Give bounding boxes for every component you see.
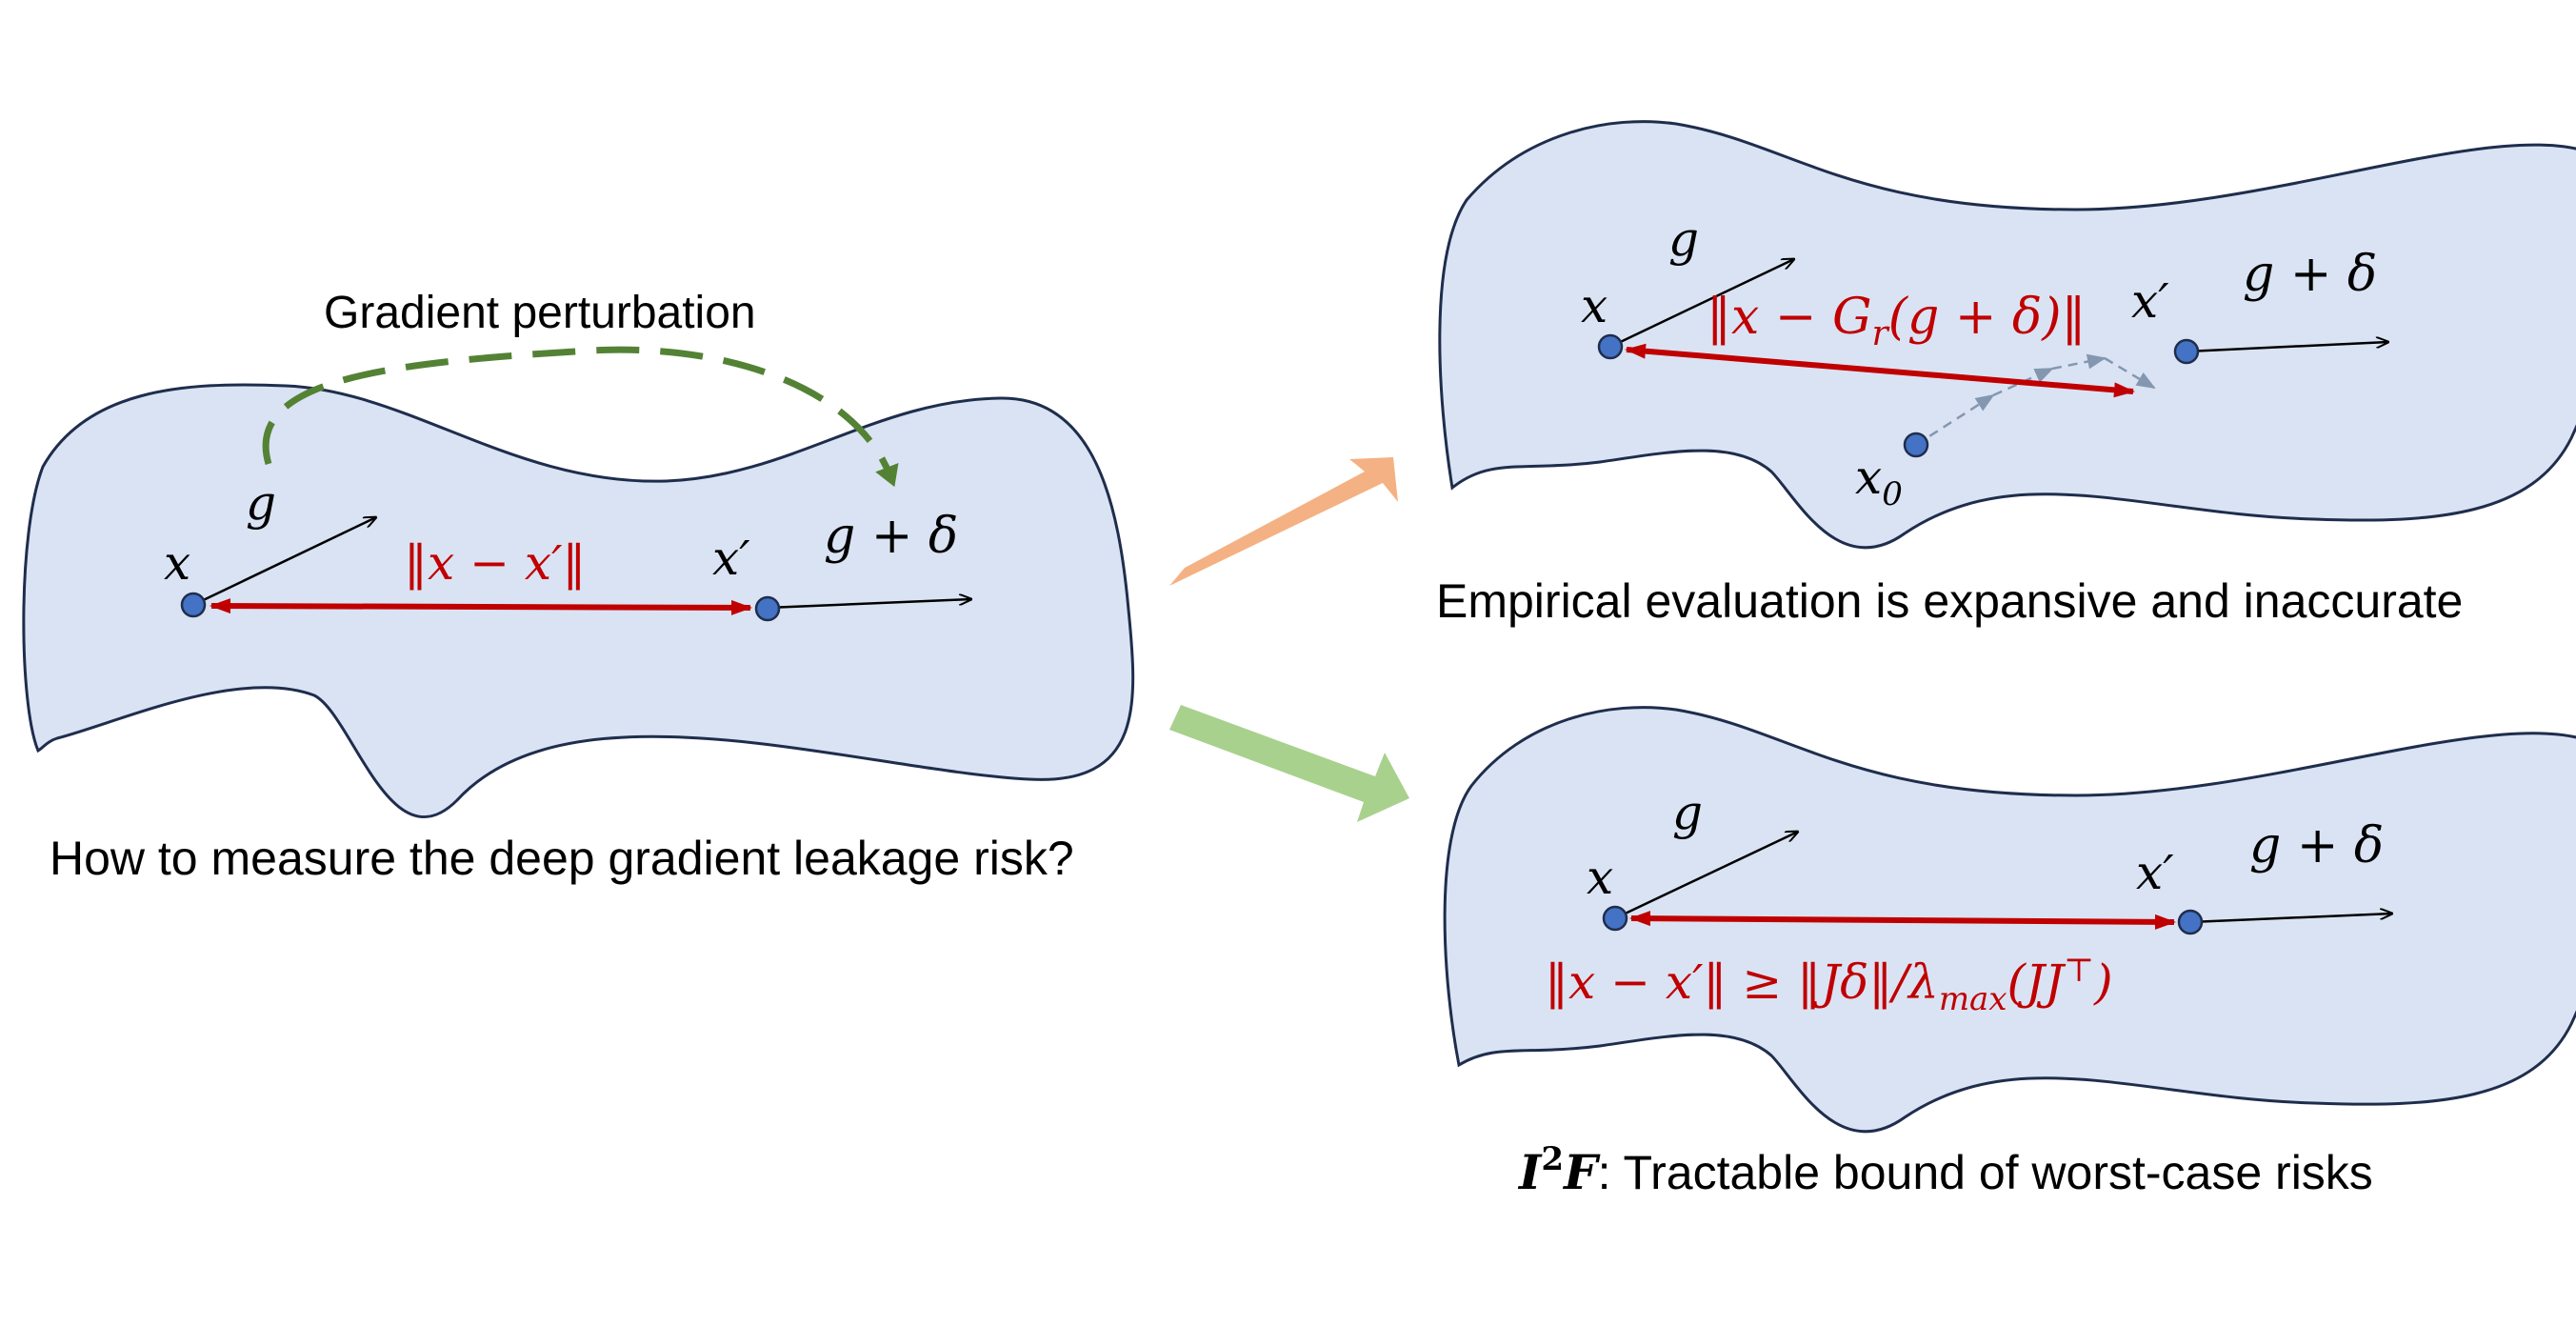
top-caption: Empirical evaluation is expansive and in… [1436, 574, 2463, 628]
bottom-g-delta-arrow [2189, 914, 2392, 924]
left-xprime-label: x′ [712, 531, 750, 586]
left-point-x [180, 592, 207, 618]
x0-subscript: 0 [1882, 475, 1903, 513]
top-point-x0 [1903, 432, 1929, 458]
orange-transition-arrow [1169, 457, 1398, 586]
top-distance-arrow [1625, 343, 2135, 398]
left-distance-label: ‖x − x′‖ [404, 535, 586, 591]
bound-subscript: max [1939, 980, 2007, 1018]
x0-base: x [1855, 450, 1882, 505]
left-distance-arrow [210, 598, 752, 615]
method-name: I [1517, 1144, 1543, 1200]
bound-end: (JJ [2007, 954, 2067, 1010]
method-superscript: 2 [1541, 1140, 1564, 1178]
top-point-xprime [2173, 338, 2200, 365]
bound-lhs: ‖x − x′‖ ≥ [1545, 954, 1797, 1010]
distance-subscript: r [1872, 314, 1890, 353]
top-right-data-manifold [1438, 120, 2576, 550]
bottom-point-x [1602, 905, 1628, 932]
bound-close: ) [2093, 954, 2113, 1010]
left-point-xprime [754, 595, 781, 622]
bottom-g-arrow [1614, 832, 1798, 920]
left-caption: How to measure the deep gradient leakage… [50, 832, 1074, 885]
bottom-point-xprime [2177, 909, 2204, 935]
top-x-label: x [1581, 278, 1608, 333]
bound-superscript: ⊤ [2064, 952, 2094, 990]
left-panel: Gradient perturbation x g x′ g + δ ‖x − … [22, 288, 1135, 885]
top-right-panel: x g x′ g + δ x0 ‖x − Gr(g + δ)‖ Empirica… [1436, 120, 2576, 628]
bottom-g-delta-label: g + δ [2249, 817, 2384, 874]
left-g-label: g [246, 475, 276, 531]
top-g-delta-label: g + δ [2243, 246, 2377, 303]
top-x0-label: x0 [1855, 450, 1903, 513]
bound-rhs: ‖Jδ‖/λ [1797, 954, 1939, 1010]
green-transition-arrow [1169, 705, 1409, 822]
bottom-xprime-label: x′ [2136, 845, 2174, 900]
distance-part-1: ‖x − G [1707, 289, 1872, 346]
left-g-delta-label: g + δ [824, 508, 958, 565]
gradient-perturbation-label: Gradient perturbation [324, 288, 756, 338]
top-point-x [1597, 333, 1624, 360]
bottom-bound-label: ‖x − x′‖ ≥ ‖Jδ‖/λmax(JJ⊤) [1545, 952, 2113, 1018]
bottom-right-panel: x g x′ g + δ ‖x − x′‖ ≥ ‖Jδ‖/λmax(JJ⊤) I… [1443, 706, 2576, 1200]
gradient-perturbation-arc [262, 346, 899, 488]
left-g-arrow [192, 517, 376, 607]
distance-part-2: (g + δ)‖ [1888, 289, 2087, 346]
bottom-caption: I2F: Tractable bound of worst-case risks [1517, 1140, 2373, 1200]
top-g-delta-arrow [2186, 342, 2388, 353]
bottom-x-label: x [1587, 850, 1613, 905]
top-distance-label: ‖x − Gr(g + δ)‖ [1707, 289, 2087, 353]
top-g-arrow [1609, 259, 1794, 349]
bottom-distance-arrow [1629, 911, 2176, 930]
caption-rest: : Tractable bound of worst-case risks [1598, 1146, 2373, 1199]
method-name-2: F [1562, 1144, 1601, 1200]
bottom-g-label: g [1672, 785, 1703, 840]
left-g-delta-arrow [767, 599, 971, 610]
top-g-label: g [1668, 211, 1699, 267]
left-x-label: x [164, 535, 190, 591]
top-xprime-label: x′ [2131, 273, 2169, 329]
